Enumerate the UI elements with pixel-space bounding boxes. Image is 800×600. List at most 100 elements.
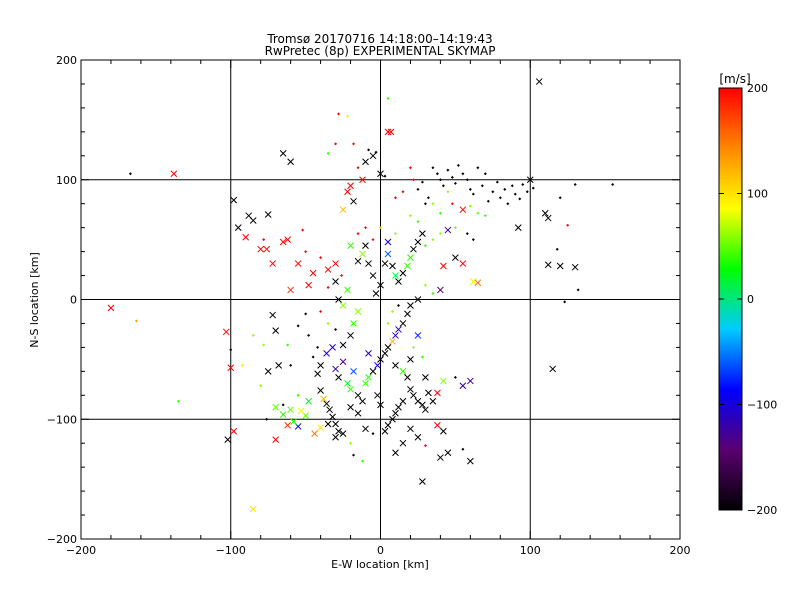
data-point-dot: [456, 163, 460, 167]
data-point-cross: [392, 272, 399, 279]
data-point-cross: [399, 269, 407, 277]
data-point-cross: [287, 406, 295, 414]
data-point-cross: [311, 430, 318, 437]
data-point-cross: [249, 505, 257, 513]
data-point-cross: [279, 238, 287, 246]
data-point-cross: [384, 250, 392, 258]
data-point-cross: [359, 397, 366, 405]
data-point-dot: [304, 250, 308, 254]
data-point-dot: [441, 184, 445, 188]
data-point-cross: [369, 272, 377, 279]
data-point-dot: [352, 453, 356, 457]
data-point-cross: [389, 338, 396, 345]
data-point-cross: [384, 344, 392, 351]
data-point-cross: [332, 260, 339, 267]
data-point-dot: [259, 384, 263, 388]
data-point-cross: [404, 373, 411, 381]
colorbar-tick-label: −200: [747, 504, 777, 517]
data-point-dot: [262, 343, 266, 347]
data-point-cross: [339, 302, 347, 309]
data-point-cross: [389, 415, 396, 423]
chart-title: Tromsø 20170716 14:18:00–14:19:43: [266, 32, 492, 46]
data-point-dot: [326, 286, 330, 290]
data-point-cross: [287, 286, 295, 294]
data-point-dot: [531, 186, 535, 190]
data-point-dot: [349, 441, 353, 445]
data-point-cross: [377, 281, 384, 289]
data-point-cross: [344, 379, 351, 387]
data-point-dot: [334, 327, 338, 331]
data-point-dot: [426, 196, 430, 200]
data-point-cross: [429, 397, 437, 405]
data-point-cross: [419, 478, 426, 485]
data-point-dot: [262, 238, 266, 242]
data-point-cross: [444, 449, 452, 457]
data-point-dot: [453, 226, 457, 230]
data-point-dot: [134, 319, 138, 323]
data-point-dot: [558, 196, 562, 200]
data-point-cross: [317, 424, 324, 431]
data-point-cross: [290, 418, 297, 425]
data-point-cross: [434, 421, 441, 429]
data-point-cross: [440, 427, 447, 435]
colorbar-ticks: 200 100 0 −100 −200: [719, 82, 777, 517]
data-point-dot: [319, 256, 323, 260]
data-point-dot: [506, 202, 510, 206]
data-point-dot: [438, 178, 442, 182]
data-point-cross: [399, 367, 407, 375]
data-point-cross: [549, 365, 557, 373]
data-point-dot: [435, 172, 439, 176]
data-point-cross: [544, 261, 552, 269]
data-point-dot: [510, 184, 514, 188]
data-point-cross: [305, 281, 312, 289]
data-point-cross: [249, 217, 257, 224]
data-point-dot: [379, 226, 382, 230]
data-point-cross: [381, 350, 389, 357]
data-point-cross: [309, 269, 317, 277]
data-point-cross: [384, 238, 392, 246]
data-point-dot: [483, 172, 487, 176]
data-point-cross: [404, 310, 411, 318]
data-point-cross: [395, 326, 402, 333]
data-point-cross: [362, 158, 369, 166]
data-point-dot: [420, 180, 424, 184]
data-point-cross: [297, 407, 305, 415]
data-point-dot: [371, 432, 375, 436]
data-point-cross: [377, 401, 384, 409]
data-point-dot: [498, 196, 502, 200]
data-point-cross: [389, 262, 396, 270]
data-point-dot: [453, 181, 457, 185]
data-point-dot: [465, 178, 469, 182]
data-point-cross: [365, 260, 372, 267]
data-point-dot: [411, 345, 415, 349]
data-point-dot: [383, 174, 387, 178]
data-point-cross: [414, 238, 422, 246]
data-point-dot: [319, 309, 323, 313]
data-point-cross: [350, 320, 357, 327]
data-point-cross: [414, 433, 422, 441]
data-point-dot: [491, 190, 495, 194]
data-point-dot: [611, 183, 615, 187]
data-point-dot: [334, 142, 338, 146]
y-tick-label: −100: [47, 413, 77, 426]
data-point-cross: [347, 332, 354, 339]
data-point-dot: [356, 166, 360, 170]
data-point-dot: [453, 375, 457, 379]
x-axis-label: E-W location [km]: [331, 558, 429, 571]
data-point-cross: [339, 206, 347, 214]
data-point-cross: [444, 226, 452, 234]
data-point-cross: [257, 245, 265, 253]
data-point-cross: [395, 403, 402, 411]
data-point-cross: [459, 382, 467, 390]
data-point-cross: [332, 433, 339, 441]
data-point-cross: [275, 362, 283, 369]
data-point-dot: [438, 232, 442, 236]
data-point-cross: [350, 367, 357, 375]
data-point-cross: [392, 332, 399, 339]
data-point-cross: [332, 365, 339, 373]
data-point-dot: [503, 187, 507, 191]
data-point-cross: [335, 427, 342, 435]
data-point-dot: [241, 363, 245, 367]
data-point-cross: [365, 350, 372, 357]
